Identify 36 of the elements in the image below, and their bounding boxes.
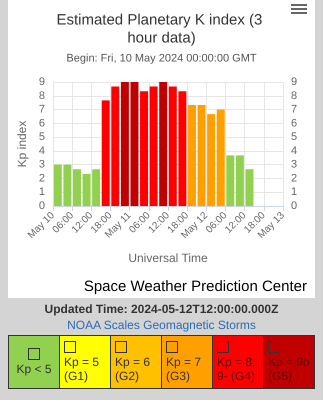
y2-tick-label: 9 bbox=[291, 76, 298, 88]
text: Updated Time: 2024-05-12T12:00:00.000Z bbox=[44, 302, 280, 316]
y2-tick-label: 3 bbox=[291, 158, 298, 171]
x-axis-title: Universal Time bbox=[128, 251, 208, 265]
legend-title: NOAA Scales Geomagnetic Storms bbox=[66, 318, 257, 332]
legend-label: Kp < 5 bbox=[16, 362, 52, 376]
y2-tick-label: 1 bbox=[291, 186, 298, 198]
legend-label: Kp = 5 (G1) bbox=[64, 355, 100, 383]
y-tick-label: 0 bbox=[38, 200, 46, 212]
y2-tick-label: 4 bbox=[291, 144, 298, 157]
y-tick-label: 3 bbox=[38, 158, 46, 171]
y2-tick-label: 5 bbox=[291, 131, 298, 144]
bar bbox=[102, 100, 110, 206]
text: Space Weather Prediction Center bbox=[82, 278, 308, 297]
chart-title: Estimated Planetary K index (3 hour data) bbox=[56, 12, 267, 46]
bar bbox=[159, 82, 168, 206]
y-tick-label: 6 bbox=[38, 117, 46, 130]
y2-tick-label: 2 bbox=[291, 172, 298, 184]
y2-tick-label: 0 bbox=[291, 200, 298, 212]
y2-tick-label: 7 bbox=[291, 104, 298, 116]
y-axis-title: Kp index bbox=[15, 120, 29, 168]
y-tick-label: 1 bbox=[38, 186, 46, 198]
y2-tick-label: 8 bbox=[291, 90, 298, 102]
bar bbox=[111, 86, 120, 206]
y-tick-label: 4 bbox=[38, 144, 46, 157]
chart-subtitle: Begin: Fri, 10 May 2024 00:00:00 GMT bbox=[66, 52, 257, 64]
y2-tick-label: 6 bbox=[291, 117, 298, 130]
legend-label: Kp = 7 (G3) bbox=[166, 355, 202, 383]
legend-label: Kp = 9o (G5) bbox=[268, 355, 310, 383]
y-tick-label: 8 bbox=[38, 90, 46, 102]
y-tick-label: 9 bbox=[38, 76, 46, 88]
y-tick-label: 2 bbox=[38, 172, 46, 184]
legend-label: Kp = 8, 9- (G4) bbox=[217, 355, 256, 383]
y-tick-label: 7 bbox=[38, 104, 46, 116]
y-tick-label: 5 bbox=[38, 131, 46, 144]
legend-label: Kp = 6 (G2) bbox=[115, 355, 152, 383]
